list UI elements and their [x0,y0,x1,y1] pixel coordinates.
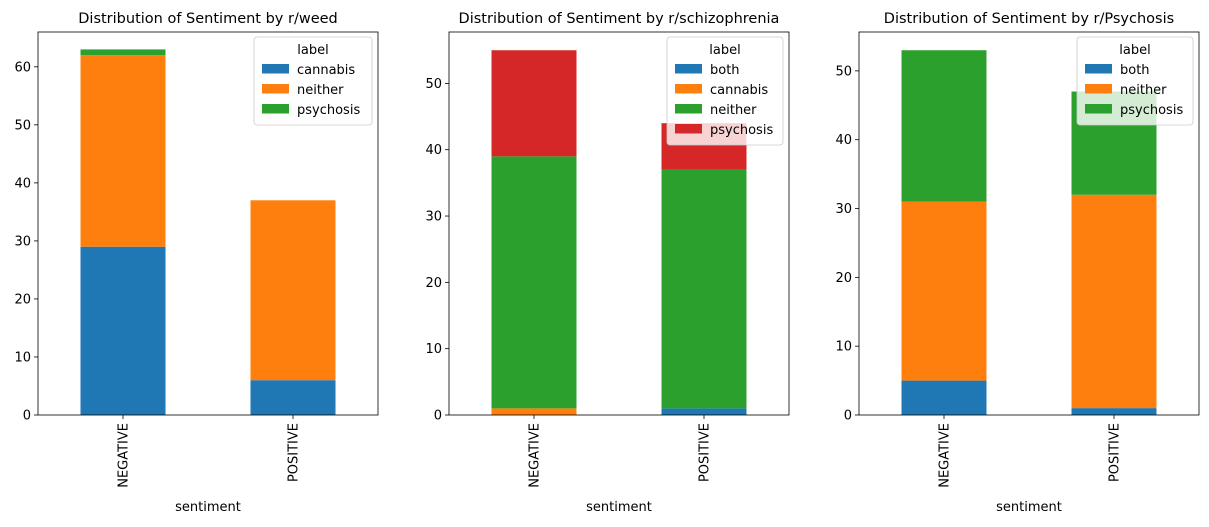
chart-panel-3: 0 10 20 30 40 50 NEGATIVE POSITIVE sentiment Dist… [835,11,1200,515]
x-tick-label: NEGATIVE [938,423,953,488]
y-tick-label: 20 [425,276,442,291]
chart-panel-1: 0 10 20 30 40 50 60 NEGATIVE POSITIVE sentiment Di… [14,11,379,515]
chart-panel-2: 0 10 20 30 40 50 NEGATIVE POSITIVE sentiment Dist… [425,11,790,515]
x-axis: NEGATIVE POSITIVE [117,415,302,488]
bar-neither-negative [901,201,987,381]
x-axis: NEGATIVE POSITIVE [528,415,713,488]
x-tick-label: POSITIVE [698,423,713,482]
y-axis: 0 10 20 30 40 50 60 [14,60,38,424]
y-tick-label: 50 [14,118,31,133]
legend-swatch-neither [262,84,289,94]
y-tick-label: 30 [835,202,852,217]
y-tick-label: 40 [14,176,31,191]
legend-title: label [1119,43,1150,58]
bar-cannabis-negative [491,408,577,415]
bar-both-positive [1071,408,1157,415]
y-tick-label: 0 [23,409,31,424]
legend: label both cannabis neither psychosis [666,36,784,146]
bar-psychosis-negative [80,49,166,56]
y-tick-label: 30 [425,210,442,225]
y-axis: 0 10 20 30 40 50 [425,77,449,424]
legend-swatch-cannabis [675,84,702,94]
x-tick-label: NEGATIVE [117,423,132,488]
y-axis: 0 10 20 30 40 50 [835,64,859,424]
legend-box [253,36,373,126]
bar-both-positive [661,408,747,415]
legend: label cannabis neither psychosis [253,36,373,126]
bars [491,50,747,415]
y-tick-label: 20 [14,292,31,307]
legend-label-psychosis: psychosis [710,123,773,138]
legend-label-both: both [1120,63,1150,78]
chart-title: Distribution of Sentiment by r/schizophr… [459,11,780,27]
y-tick-label: 10 [14,350,31,365]
legend-label-neither: neither [1120,83,1167,98]
y-tick-label: 40 [835,133,852,148]
legend-swatch-cannabis [262,64,289,74]
bars [80,49,336,415]
bar-psychosis-negative [901,50,987,202]
legend-label-psychosis: psychosis [297,103,360,118]
y-tick-label: 0 [844,409,852,424]
legend-swatch-both [675,64,702,74]
bar-neither-positive [1071,194,1157,409]
x-tick-label: POSITIVE [287,423,302,482]
y-tick-label: 10 [425,342,442,357]
legend-label-both: both [710,63,740,78]
legend-label-psychosis: psychosis [1120,103,1183,118]
bar-both-negative [901,380,987,415]
bar-neither-positive [250,200,336,381]
y-tick-label: 40 [425,143,442,158]
bar-neither-positive [661,169,747,409]
chart-title: Distribution of Sentiment by r/weed [78,11,338,27]
legend-label-cannabis: cannabis [710,83,768,98]
y-tick-label: 0 [434,409,442,424]
axes-frame [37,31,379,416]
chart-title: Distribution of Sentiment by r/Psychosis [884,11,1174,27]
legend-label-cannabis: cannabis [297,63,355,78]
bar-neither-negative [80,55,166,247]
y-tick-label: 20 [835,271,852,286]
legend-swatch-neither [1085,84,1112,94]
x-axis: NEGATIVE POSITIVE [938,415,1123,488]
legend-box [1076,36,1194,126]
legend-swatch-both [1085,64,1112,74]
x-tick-label: POSITIVE [1108,423,1123,482]
bar-neither-negative [491,156,577,409]
legend-swatch-psychosis [675,124,702,134]
bar-cannabis-negative [80,246,166,415]
y-tick-label: 10 [835,340,852,355]
bar-psychosis-negative [491,50,577,157]
x-axis-label: sentiment [175,500,241,515]
y-tick-label: 50 [835,64,852,79]
legend-label-neither: neither [297,83,344,98]
legend-swatch-neither [675,104,702,114]
axes-frame [448,31,790,416]
x-axis-label: sentiment [996,500,1062,515]
x-axis-label: sentiment [586,500,652,515]
legend-swatch-psychosis [262,104,289,114]
legend-title: label [297,43,328,58]
y-tick-label: 30 [14,234,31,249]
legend-swatch-psychosis [1085,104,1112,114]
y-tick-label: 50 [425,77,442,92]
legend-title: label [709,43,740,58]
axes-frame [858,31,1200,416]
y-tick-label: 60 [14,60,31,75]
x-tick-label: NEGATIVE [528,423,543,488]
bar-cannabis-positive [250,380,336,415]
legend: label both neither psychosis [1076,36,1194,126]
legend-label-neither: neither [710,103,757,118]
